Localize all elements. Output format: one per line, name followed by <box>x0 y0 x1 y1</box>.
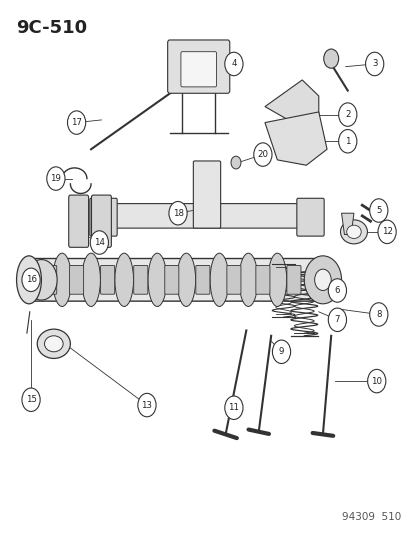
Text: 7: 7 <box>334 316 339 324</box>
Circle shape <box>338 130 356 153</box>
Ellipse shape <box>239 253 257 306</box>
Circle shape <box>304 256 341 304</box>
Text: 5: 5 <box>375 206 381 215</box>
Ellipse shape <box>45 336 63 352</box>
Circle shape <box>328 279 346 302</box>
FancyBboxPatch shape <box>195 265 209 294</box>
Circle shape <box>323 49 338 68</box>
Circle shape <box>369 303 387 326</box>
Ellipse shape <box>340 220 367 244</box>
Ellipse shape <box>53 253 71 306</box>
Circle shape <box>377 220 395 244</box>
Ellipse shape <box>17 256 41 304</box>
FancyBboxPatch shape <box>193 161 220 228</box>
FancyBboxPatch shape <box>91 195 111 247</box>
Text: 20: 20 <box>257 150 268 159</box>
Circle shape <box>224 52 242 76</box>
Text: 16: 16 <box>26 276 36 284</box>
Ellipse shape <box>177 253 195 306</box>
Ellipse shape <box>81 253 100 306</box>
Circle shape <box>22 388 40 411</box>
FancyBboxPatch shape <box>102 204 311 228</box>
Ellipse shape <box>304 276 315 284</box>
PathPatch shape <box>264 112 326 165</box>
FancyBboxPatch shape <box>31 259 324 301</box>
PathPatch shape <box>264 80 318 128</box>
Ellipse shape <box>37 329 70 358</box>
Text: 17: 17 <box>71 118 82 127</box>
Circle shape <box>367 369 385 393</box>
FancyBboxPatch shape <box>90 198 117 236</box>
PathPatch shape <box>341 213 353 235</box>
FancyBboxPatch shape <box>43 265 57 294</box>
FancyBboxPatch shape <box>69 195 88 247</box>
Circle shape <box>90 231 108 254</box>
Text: 19: 19 <box>50 174 61 183</box>
Circle shape <box>224 396 242 419</box>
Text: 4: 4 <box>230 60 236 68</box>
Circle shape <box>314 269 330 290</box>
Ellipse shape <box>346 225 360 239</box>
Ellipse shape <box>319 257 325 271</box>
Text: 14: 14 <box>94 238 104 247</box>
Circle shape <box>369 199 387 222</box>
Text: 9C-510: 9C-510 <box>17 19 88 37</box>
Text: 11: 11 <box>228 403 239 412</box>
Ellipse shape <box>268 253 286 306</box>
FancyBboxPatch shape <box>69 265 83 294</box>
FancyBboxPatch shape <box>164 265 178 294</box>
Text: 9: 9 <box>278 348 283 356</box>
Ellipse shape <box>319 289 325 303</box>
Text: 6: 6 <box>334 286 339 295</box>
Circle shape <box>169 201 187 225</box>
Ellipse shape <box>330 276 340 284</box>
FancyBboxPatch shape <box>100 265 114 294</box>
FancyBboxPatch shape <box>167 40 229 93</box>
FancyBboxPatch shape <box>133 265 147 294</box>
Circle shape <box>138 393 156 417</box>
Circle shape <box>253 143 271 166</box>
Ellipse shape <box>327 263 335 274</box>
FancyBboxPatch shape <box>226 265 240 294</box>
Text: 2: 2 <box>344 110 350 119</box>
FancyBboxPatch shape <box>180 52 216 87</box>
Circle shape <box>67 111 85 134</box>
FancyBboxPatch shape <box>286 265 300 294</box>
Text: 12: 12 <box>381 228 392 236</box>
Circle shape <box>230 156 240 169</box>
Circle shape <box>23 272 35 288</box>
Circle shape <box>338 103 356 126</box>
Circle shape <box>328 308 346 332</box>
Ellipse shape <box>210 253 228 306</box>
Ellipse shape <box>309 286 318 297</box>
Circle shape <box>26 260 57 300</box>
Text: 8: 8 <box>375 310 381 319</box>
Text: 18: 18 <box>172 209 183 217</box>
Text: 15: 15 <box>26 395 36 404</box>
Circle shape <box>47 167 65 190</box>
Circle shape <box>272 340 290 364</box>
Text: 3: 3 <box>371 60 377 68</box>
Circle shape <box>365 52 383 76</box>
Circle shape <box>22 268 40 292</box>
Ellipse shape <box>327 286 335 297</box>
FancyBboxPatch shape <box>255 265 269 294</box>
Ellipse shape <box>309 263 318 274</box>
Text: 1: 1 <box>344 137 350 146</box>
Text: 94309  510: 94309 510 <box>342 512 401 522</box>
Text: 13: 13 <box>141 401 152 409</box>
Text: 10: 10 <box>370 377 381 385</box>
Ellipse shape <box>148 253 166 306</box>
Ellipse shape <box>114 253 133 306</box>
FancyBboxPatch shape <box>296 198 323 236</box>
